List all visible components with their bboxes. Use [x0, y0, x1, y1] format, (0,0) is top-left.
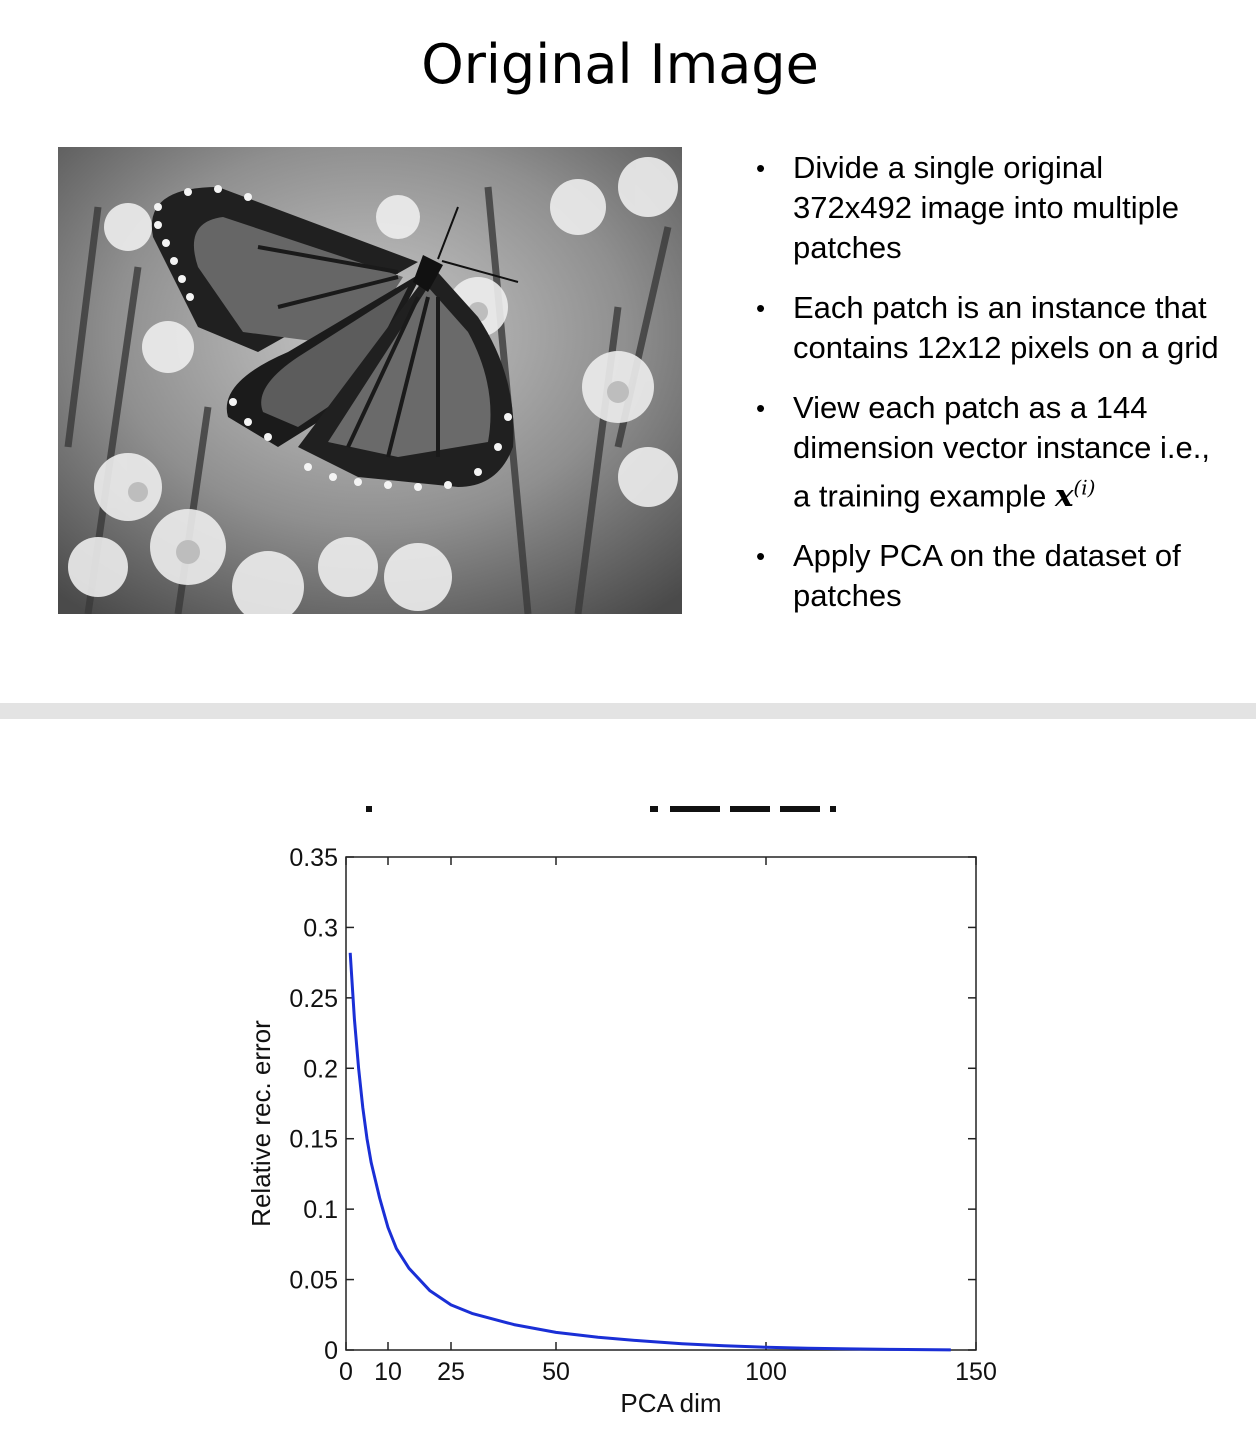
bullet-list: • Divide a single original 372x492 image… — [756, 148, 1226, 636]
bullet-dot: • — [756, 293, 766, 323]
bullet-text: Apply PCA on the dataset of patches — [793, 538, 1181, 614]
pca-error-chart: 0 0.05 0.1 0.15 0.2 0.25 0.3 0.35 0 10 25 50 100 150 P… — [240, 830, 1020, 1430]
cropped-title-fragment — [330, 796, 930, 816]
bullet-item: • View each patch as a 144 dimension vec… — [756, 388, 1226, 516]
slide-title: Original Image — [421, 33, 819, 96]
x-axis-label: PCA dim — [620, 1388, 721, 1418]
y-axis-label: Relative rec. error — [246, 1020, 276, 1227]
x-tick-label: 25 — [437, 1358, 465, 1386]
x-tick-label: 10 — [374, 1358, 402, 1386]
y-tick-label: 0.3 — [303, 914, 338, 942]
math-superscript: (i) — [1073, 476, 1096, 500]
bullet-text: Divide a single original 372x492 image i… — [793, 150, 1180, 265]
math-x: x(i) — [1054, 476, 1096, 515]
bullet-dot: • — [756, 153, 766, 183]
butterfly-image — [58, 147, 682, 614]
y-tick-label: 0.05 — [289, 1267, 338, 1295]
error-curve-line — [348, 952, 951, 1352]
chart-svg: 0 0.05 0.1 0.15 0.2 0.25 0.3 0.35 0 10 25 50 100 150 P… — [246, 844, 997, 1418]
slide-divider — [0, 703, 1256, 719]
plot-frame — [345, 856, 977, 1351]
bullet-text: View each patch as a 144 dimension vecto… — [793, 390, 1210, 514]
bullet-text: Each patch is an instance that contains … — [793, 290, 1219, 365]
y-tick-label: 0.25 — [289, 985, 338, 1013]
y-tick-label: 0.2 — [303, 1055, 338, 1083]
x-tick-label: 100 — [745, 1358, 787, 1386]
bullet-item: • Divide a single original 372x492 image… — [756, 148, 1226, 268]
y-tick-label: 0 — [324, 1337, 338, 1365]
bullet-dot: • — [756, 393, 766, 423]
bullet-item: • Each patch is an instance that contain… — [756, 288, 1226, 368]
x-tick-label: 50 — [542, 1358, 570, 1386]
y-tick-label: 0.15 — [289, 1126, 338, 1154]
bullet-dot: • — [756, 541, 766, 572]
bullet-item: • Apply PCA on the dataset of patches — [756, 536, 1226, 616]
x-tick-label: 150 — [955, 1358, 997, 1386]
slide-top: Original Image — [0, 0, 1256, 703]
x-tick-label: 0 — [339, 1358, 353, 1386]
y-tick-label: 0.1 — [303, 1196, 338, 1224]
y-tick-label: 0.35 — [289, 844, 338, 872]
